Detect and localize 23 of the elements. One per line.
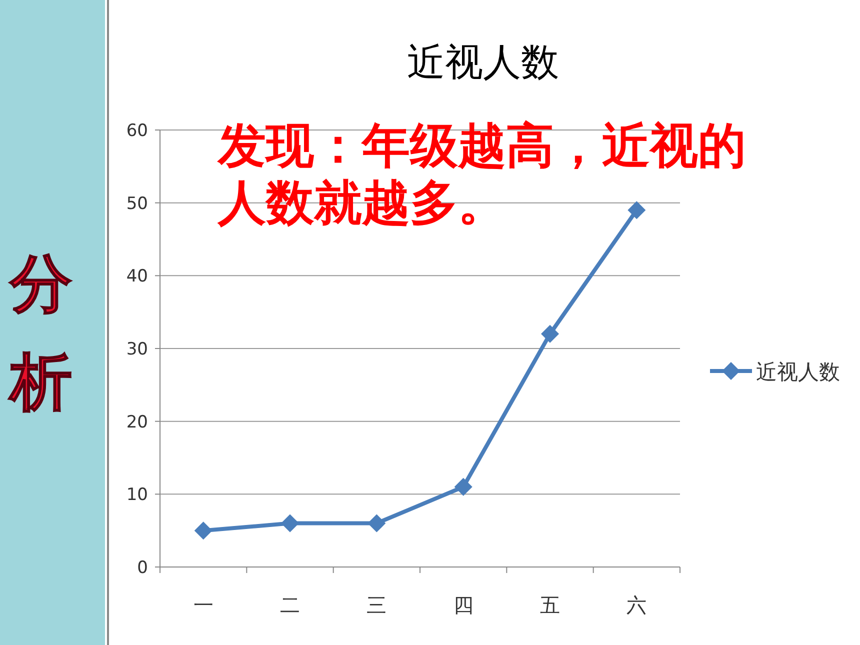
y-tick-label: 20 [126,412,148,432]
point [281,514,299,532]
y-tick-label: 0 [137,558,148,578]
y-tick-label: 10 [126,485,148,506]
text: 分析 [10,246,73,420]
point [454,478,472,496]
y-tick-label: 60 [126,121,148,141]
point [194,522,212,540]
y-tick-label: 50 [126,194,148,214]
x-tick-label: 六 [626,593,647,617]
y-tick-label: 40 [126,266,148,287]
legend-label: 近视人数 [756,360,840,384]
point [541,324,559,343]
y-tick-label: 30 [126,340,148,360]
x-tick-label: 一 [193,593,214,617]
point [368,514,386,532]
x-tick-label: 五 [540,593,560,617]
chart-title: 近视人数 [407,40,559,84]
point [628,201,646,220]
annotation: 发现：年级越高，近视的人数就越多。 [218,118,747,232]
x-tick-label: 四 [453,593,474,617]
x-tick-label: 三 [366,593,387,617]
x-tick-label: 二 [280,593,300,617]
